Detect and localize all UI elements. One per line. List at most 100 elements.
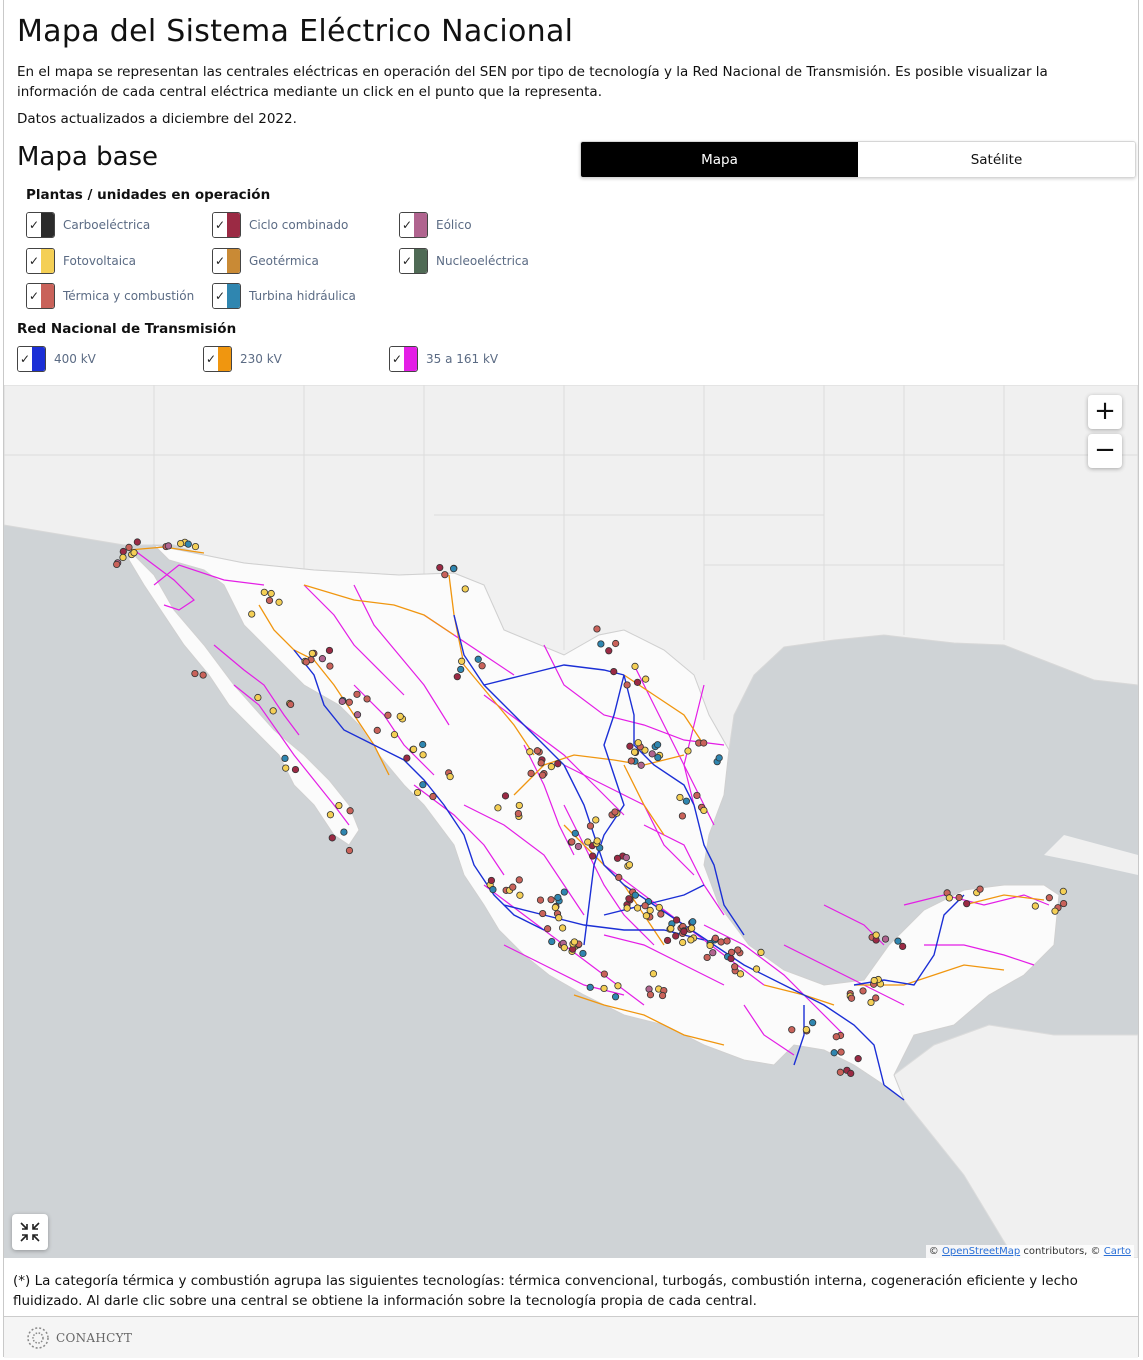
map-canvas[interactable]: + − © OpenStreetMap contributors, © Cart…: [4, 385, 1138, 1258]
power-plant-marker[interactable]: [176, 539, 185, 548]
power-plant-marker[interactable]: [450, 565, 458, 573]
power-plant-marker[interactable]: [441, 571, 449, 579]
power-plant-marker[interactable]: [325, 646, 334, 655]
checkbox[interactable]: ✓: [17, 346, 46, 372]
power-plant-marker[interactable]: [373, 726, 381, 734]
power-plant-marker[interactable]: [346, 807, 354, 815]
power-plant-marker[interactable]: [184, 540, 192, 548]
power-plant-marker[interactable]: [586, 983, 594, 991]
power-plant-marker[interactable]: [667, 924, 675, 933]
power-plant-marker[interactable]: [326, 811, 335, 819]
zoom-out-button[interactable]: −: [1088, 434, 1122, 468]
power-plant-marker[interactable]: [700, 739, 708, 747]
fullscreen-button[interactable]: [12, 1214, 48, 1250]
osm-link[interactable]: OpenStreetMap: [941, 1246, 1021, 1257]
power-plant-marker[interactable]: [881, 935, 890, 943]
power-plant-marker[interactable]: [419, 781, 427, 789]
power-plant-marker[interactable]: [308, 649, 316, 658]
power-plant-marker[interactable]: [537, 759, 545, 767]
power-plant-marker[interactable]: [514, 810, 522, 818]
carto-link[interactable]: Carto: [1103, 1246, 1131, 1257]
power-plant-marker[interactable]: [560, 888, 568, 896]
power-plant-marker[interactable]: [680, 927, 688, 936]
legend-nucleoelectrica[interactable]: ✓ Nucleoeléctrica: [399, 248, 529, 274]
power-plant-marker[interactable]: [634, 739, 642, 747]
checkbox[interactable]: ✓: [26, 283, 55, 309]
power-plant-marker[interactable]: [830, 1049, 838, 1057]
power-plant-marker[interactable]: [436, 563, 444, 572]
power-plant-marker[interactable]: [611, 993, 620, 1001]
power-plant-marker[interactable]: [474, 655, 482, 663]
power-plant-marker[interactable]: [592, 816, 600, 824]
power-plant-marker[interactable]: [854, 1055, 862, 1063]
power-plant-marker[interactable]: [568, 838, 576, 846]
power-plant-marker[interactable]: [559, 924, 567, 932]
power-plant-marker[interactable]: [615, 873, 623, 882]
power-plant-marker[interactable]: [281, 754, 289, 763]
power-plant-marker[interactable]: [642, 912, 650, 920]
zoom-in-button[interactable]: +: [1088, 395, 1122, 429]
power-plant-marker[interactable]: [625, 861, 634, 869]
power-plant-marker[interactable]: [872, 994, 880, 1002]
power-plant-marker[interactable]: [963, 900, 971, 908]
power-plant-marker[interactable]: [637, 761, 645, 769]
power-plant-marker[interactable]: [413, 788, 422, 797]
power-plant-marker[interactable]: [191, 669, 199, 678]
power-plant-marker[interactable]: [538, 771, 547, 779]
power-plant-marker[interactable]: [260, 588, 268, 596]
power-plant-marker[interactable]: [265, 596, 274, 605]
power-plant-marker[interactable]: [554, 893, 562, 902]
power-plant-marker[interactable]: [130, 549, 138, 557]
power-plant-marker[interactable]: [597, 640, 605, 648]
power-plant-marker[interactable]: [1045, 894, 1053, 902]
power-plant-marker[interactable]: [689, 918, 697, 926]
power-plant-marker[interactable]: [663, 936, 672, 945]
power-plant-marker[interactable]: [684, 747, 692, 755]
power-plant-marker[interactable]: [1060, 899, 1068, 908]
power-plant-marker[interactable]: [584, 838, 592, 846]
power-plant-marker[interactable]: [622, 854, 630, 862]
power-plant-marker[interactable]: [593, 625, 601, 633]
power-plant-marker[interactable]: [282, 764, 290, 772]
power-plant-marker[interactable]: [734, 946, 742, 954]
power-plant-marker[interactable]: [655, 903, 663, 912]
power-plant-marker[interactable]: [515, 801, 523, 810]
power-plant-marker[interactable]: [409, 745, 418, 753]
power-plant-marker[interactable]: [623, 681, 631, 689]
power-plant-marker[interactable]: [657, 910, 665, 918]
power-plant-marker[interactable]: [711, 934, 720, 942]
power-plant-marker[interactable]: [396, 712, 404, 720]
power-plant-marker[interactable]: [328, 834, 336, 842]
checkbox[interactable]: ✓: [399, 248, 428, 274]
power-plant-marker[interactable]: [509, 883, 517, 891]
power-plant-marker[interactable]: [345, 698, 353, 706]
power-plant-marker[interactable]: [688, 924, 696, 932]
power-plant-marker[interactable]: [199, 671, 207, 679]
power-plant-marker[interactable]: [419, 751, 427, 759]
checkbox[interactable]: ✓: [26, 212, 55, 238]
power-plant-marker[interactable]: [287, 700, 295, 709]
power-plant-marker[interactable]: [600, 984, 608, 993]
power-plant-marker[interactable]: [579, 949, 587, 958]
power-plant-marker[interactable]: [275, 598, 283, 606]
power-plant-marker[interactable]: [809, 1019, 817, 1027]
power-plant-marker[interactable]: [832, 1033, 840, 1041]
power-plant-marker[interactable]: [715, 754, 723, 762]
power-plant-marker[interactable]: [1031, 902, 1039, 910]
map-svg[interactable]: [4, 385, 1138, 1258]
power-plant-marker[interactable]: [478, 662, 486, 670]
power-plant-marker[interactable]: [515, 876, 523, 884]
power-plant-marker[interactable]: [626, 742, 634, 750]
power-plant-marker[interactable]: [736, 970, 745, 978]
power-plant-marker[interactable]: [586, 822, 595, 830]
power-plant-marker[interactable]: [516, 891, 524, 899]
power-plant-marker[interactable]: [847, 994, 856, 1002]
power-plant-marker[interactable]: [191, 542, 200, 551]
power-plant-marker[interactable]: [133, 538, 141, 546]
power-plant-marker[interactable]: [654, 753, 662, 762]
power-plant-marker[interactable]: [633, 678, 642, 686]
power-plant-marker[interactable]: [353, 711, 362, 719]
power-plant-marker[interactable]: [976, 885, 984, 893]
power-plant-marker[interactable]: [727, 954, 735, 963]
power-plant-marker[interactable]: [717, 938, 725, 946]
